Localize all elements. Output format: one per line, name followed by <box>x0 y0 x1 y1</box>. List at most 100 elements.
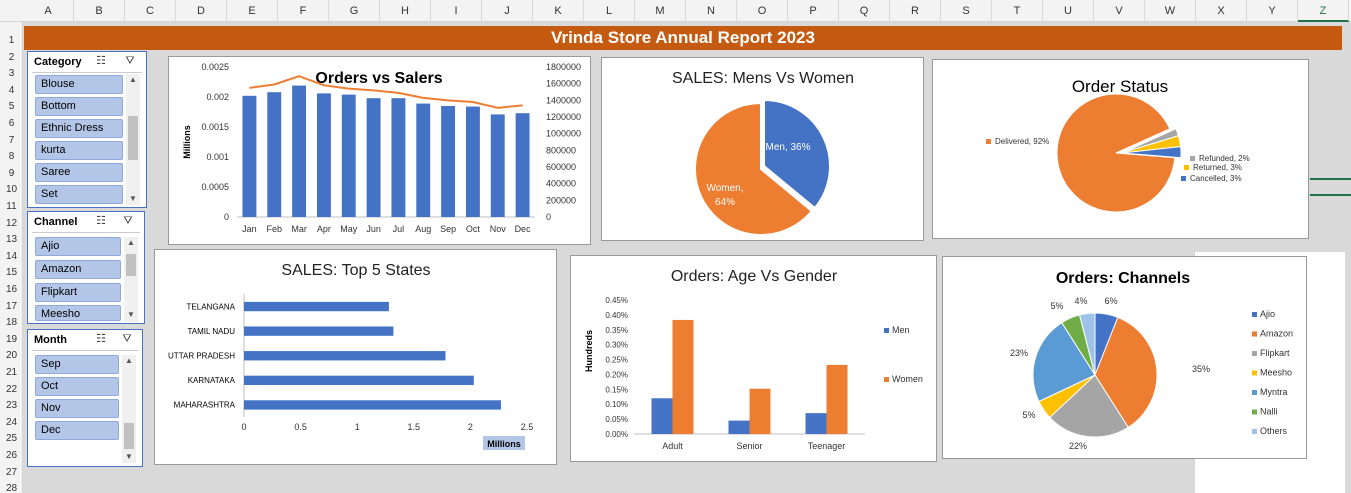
category-scrollbar[interactable]: ▲ ▼ <box>126 74 140 205</box>
column-header-v[interactable]: V <box>1094 0 1145 22</box>
column-header-f[interactable]: F <box>278 0 329 22</box>
sales-gender-chart[interactable]: SALES: Mens Vs Women Men, 36% Women, 64% <box>601 57 924 241</box>
slicer-item-ajio[interactable]: Ajio <box>35 237 121 256</box>
row-header-21[interactable]: 21 <box>5 367 18 378</box>
scroll-down-icon[interactable]: ▼ <box>127 310 135 319</box>
column-header-z[interactable]: Z <box>1298 0 1349 22</box>
row-header-13[interactable]: 13 <box>5 234 18 246</box>
row-header-27[interactable]: 27 <box>5 466 18 478</box>
scroll-up-icon[interactable]: ▲ <box>129 75 137 84</box>
bar-adult-men <box>651 398 673 434</box>
row-header-2[interactable]: 2 <box>8 51 15 63</box>
column-header-g[interactable]: G <box>329 0 380 22</box>
column-header-o[interactable]: O <box>737 0 788 22</box>
multi-select-icon[interactable]: ☷ <box>96 333 106 345</box>
scroll-down-icon[interactable]: ▼ <box>129 194 137 203</box>
column-header-d[interactable]: D <box>176 0 227 22</box>
clear-filter-icon[interactable]: ⛛ <box>125 55 135 67</box>
slicer-item-blouse[interactable]: Blouse <box>35 75 123 94</box>
row-header-5[interactable]: 5 <box>8 101 15 113</box>
row-header-25[interactable]: 25 <box>5 433 18 445</box>
row-header-20[interactable]: 20 <box>5 350 18 362</box>
column-header-h[interactable]: H <box>380 0 431 22</box>
row-header-17[interactable]: 17 <box>5 300 18 312</box>
multi-select-icon[interactable]: ☷ <box>96 215 106 227</box>
column-header-k[interactable]: K <box>533 0 584 22</box>
column-header-y[interactable]: Y <box>1247 0 1298 22</box>
slicer-item-ethnic-dress[interactable]: Ethnic Dress <box>35 119 123 138</box>
row-header-8[interactable]: 8 <box>8 151 15 163</box>
column-header-c[interactable]: C <box>125 0 176 22</box>
row-header-9[interactable]: 9 <box>8 167 15 179</box>
age-gender-chart[interactable]: Orders: Age Vs Gender Hundreds 0.00% 0.05% 0… <box>570 255 937 462</box>
column-header-p[interactable]: P <box>788 0 839 22</box>
month-scrollbar[interactable]: ▲ ▼ <box>122 355 136 463</box>
column-header-l[interactable]: L <box>584 0 635 22</box>
y2-tick-label: 800000 <box>546 145 576 155</box>
row-header-11[interactable]: 11 <box>6 201 17 212</box>
scroll-up-icon[interactable]: ▲ <box>125 356 133 365</box>
column-header-m[interactable]: M <box>635 0 686 22</box>
column-header-j[interactable]: J <box>482 0 533 22</box>
column-header-i[interactable]: I <box>431 0 482 22</box>
row-header-16[interactable]: 16 <box>5 284 18 295</box>
row-header-1[interactable]: 1 <box>8 35 15 46</box>
row-header-12[interactable]: 12 <box>5 217 18 229</box>
scroll-down-icon[interactable]: ▼ <box>125 452 133 461</box>
category-slicer-title: Category <box>34 56 82 68</box>
chart-title: Orders vs Salers <box>315 70 442 87</box>
row-header-18[interactable]: 18 <box>5 317 18 329</box>
column-header-w[interactable]: W <box>1145 0 1196 22</box>
slicer-item-flipkart[interactable]: Flipkart <box>35 283 121 302</box>
bar-jun <box>366 98 381 217</box>
row-header-6[interactable]: 6 <box>8 118 15 129</box>
category-slicer[interactable]: Category ☷ ⛛ Blouse Bottom Ethnic Dress … <box>27 51 147 208</box>
column-header-e[interactable]: E <box>227 0 278 22</box>
column-header-s[interactable]: S <box>941 0 992 22</box>
row-header-23[interactable]: 23 <box>5 400 18 412</box>
row-header-28[interactable]: 28 <box>5 483 18 493</box>
row-headers[interactable]: 1 2 3 4 5 6 7 8 9 10 11 12 13 14 15 16 17 18 19 20 21 22 23 24 2… <box>0 22 23 493</box>
slicer-item-set[interactable]: Set <box>35 185 123 204</box>
slicer-item-nov[interactable]: Nov <box>35 399 119 418</box>
top-states-chart[interactable]: SALES: Top 5 States TELANGANA TAMIL NADU UT… <box>154 249 557 465</box>
order-status-chart[interactable]: Order Status Delivered, 92% Refunded, 2% Re… <box>932 59 1309 239</box>
clear-filter-icon[interactable]: ⛛ <box>123 215 133 227</box>
row-header-7[interactable]: 7 <box>8 134 15 146</box>
row-header-14[interactable]: 14 <box>5 250 18 262</box>
row-header-24[interactable]: 24 <box>5 416 18 428</box>
column-header-q[interactable]: Q <box>839 0 890 22</box>
column-header-b[interactable]: B <box>74 0 125 22</box>
column-header-u[interactable]: U <box>1043 0 1094 22</box>
column-header-x[interactable]: X <box>1196 0 1247 22</box>
slicer-item-bottom[interactable]: Bottom <box>35 97 123 116</box>
column-header-n[interactable]: N <box>686 0 737 22</box>
row-header-3[interactable]: 3 <box>8 68 15 80</box>
slicer-item-sep[interactable]: Sep <box>35 355 119 374</box>
multi-select-icon[interactable]: ☷ <box>96 55 106 67</box>
row-header-15[interactable]: 15 <box>5 267 18 279</box>
y-tick-label: 0.0015 <box>201 122 229 132</box>
slicer-item-dec[interactable]: Dec <box>35 421 119 440</box>
column-header-a[interactable]: A <box>23 0 74 22</box>
scroll-up-icon[interactable]: ▲ <box>127 238 135 247</box>
clear-filter-icon[interactable]: ⛛ <box>122 333 132 345</box>
row-header-26[interactable]: 26 <box>5 450 18 461</box>
slicer-item-oct[interactable]: Oct <box>35 377 119 396</box>
orders-vs-sales-chart[interactable]: Orders vs Salers Millions 0 0.0005 0.001 0.00… <box>168 56 591 245</box>
row-header-19[interactable]: 19 <box>5 333 18 345</box>
row-header-10[interactable]: 10 <box>5 184 18 196</box>
channels-chart[interactable]: Orders: Channels 6% 35% 22% 5% 23% 5% 4% Ajio Ama… <box>942 256 1307 459</box>
row-header-4[interactable]: 4 <box>8 84 15 96</box>
slicer-item-kurta[interactable]: kurta <box>35 141 123 160</box>
column-header-t[interactable]: T <box>992 0 1043 22</box>
channel-slicer[interactable]: Channel ☷ ⛛ Ajio Amazon Flipkart Meesho … <box>27 211 145 324</box>
slicer-item-saree[interactable]: Saree <box>35 163 123 182</box>
slicer-item-meesho[interactable]: Meesho <box>35 305 121 321</box>
month-slicer[interactable]: Month ☷ ⛛ Sep Oct Nov Dec ▲ ▼ <box>27 329 143 467</box>
slicer-item-amazon[interactable]: Amazon <box>35 260 121 279</box>
channel-scrollbar[interactable]: ▲ ▼ <box>124 237 138 322</box>
row-header-22[interactable]: 22 <box>5 383 18 395</box>
column-header-r[interactable]: R <box>890 0 941 22</box>
